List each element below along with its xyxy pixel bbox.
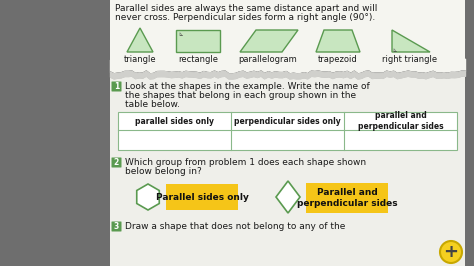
- Circle shape: [440, 241, 462, 263]
- Text: right triangle: right triangle: [383, 55, 438, 64]
- FancyBboxPatch shape: [111, 157, 121, 168]
- Polygon shape: [176, 30, 220, 52]
- FancyBboxPatch shape: [110, 75, 465, 266]
- FancyBboxPatch shape: [111, 222, 121, 231]
- Text: triangle: triangle: [124, 55, 156, 64]
- FancyBboxPatch shape: [110, 0, 465, 108]
- Text: ⊾: ⊾: [178, 32, 182, 37]
- Text: parallel and
perpendicular sides: parallel and perpendicular sides: [358, 111, 443, 131]
- Text: Which group from problem 1 does each shape shown: Which group from problem 1 does each sha…: [125, 158, 366, 167]
- Text: perpendicular sides only: perpendicular sides only: [234, 117, 341, 126]
- FancyBboxPatch shape: [118, 112, 457, 150]
- Text: Look at the shapes in the example. Write the name of: Look at the shapes in the example. Write…: [125, 82, 370, 91]
- Polygon shape: [127, 28, 153, 52]
- Text: Parallel and
perpendicular sides: Parallel and perpendicular sides: [297, 188, 397, 208]
- Text: rectangle: rectangle: [178, 55, 218, 64]
- Text: never cross. Perpendicular sides form a right angle (90°).: never cross. Perpendicular sides form a …: [115, 13, 375, 22]
- Text: Parallel sides are always the same distance apart and will: Parallel sides are always the same dista…: [115, 4, 377, 13]
- Text: ⊾: ⊾: [392, 48, 397, 53]
- Text: below belong in?: below belong in?: [125, 167, 202, 176]
- Polygon shape: [137, 184, 159, 210]
- Text: Draw a shape that does not belong to any of the: Draw a shape that does not belong to any…: [125, 222, 346, 231]
- Text: 3: 3: [114, 222, 119, 231]
- FancyBboxPatch shape: [111, 81, 121, 92]
- FancyBboxPatch shape: [306, 183, 388, 213]
- Text: parallel sides only: parallel sides only: [135, 117, 214, 126]
- Text: 2: 2: [114, 158, 119, 167]
- Text: the shapes that belong in each group shown in the: the shapes that belong in each group sho…: [125, 91, 356, 100]
- Text: 1: 1: [114, 82, 119, 91]
- FancyBboxPatch shape: [166, 184, 238, 210]
- Text: trapezoid: trapezoid: [318, 55, 358, 64]
- Text: table below.: table below.: [125, 100, 180, 109]
- Polygon shape: [392, 30, 430, 52]
- Polygon shape: [316, 30, 360, 52]
- Polygon shape: [276, 181, 300, 213]
- Polygon shape: [240, 30, 298, 52]
- Text: Parallel sides only: Parallel sides only: [155, 193, 248, 202]
- Text: parallelogram: parallelogram: [238, 55, 297, 64]
- Text: +: +: [444, 243, 458, 261]
